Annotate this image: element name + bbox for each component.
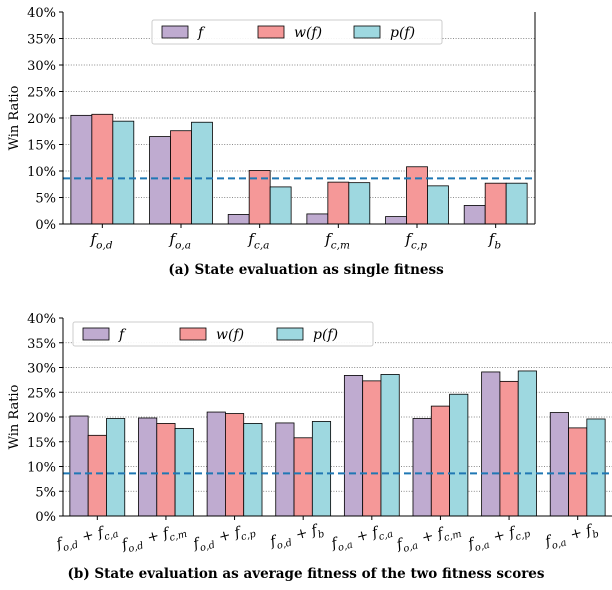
x-tick-label: fo,d + fc,p (191, 520, 259, 555)
y-tick-label: 35% (27, 33, 56, 48)
y-tick-label: 35% (27, 337, 56, 352)
bar-f (549, 412, 569, 517)
bar-f (138, 417, 158, 517)
x-tick-label: fc,a (247, 230, 271, 252)
y-tick-label: 20% (27, 112, 56, 127)
bar-pf (427, 185, 449, 225)
bar-pf (243, 423, 263, 517)
y-axis-label: Win Ratio (7, 384, 22, 449)
x-tick-label: fo,a (169, 230, 193, 252)
legend-swatch (82, 327, 110, 341)
bar-wf (293, 437, 313, 517)
y-tick-label: 40% (27, 6, 56, 21)
bar-pf (505, 182, 528, 225)
x-tick-label: fo,a + fb (543, 520, 602, 553)
y-tick-label: 30% (27, 362, 56, 377)
x-tick-label: fo,d + fc,m (119, 520, 190, 556)
x-tick-label: fo,a + fc,p (466, 520, 533, 555)
y-tick-label: 25% (27, 86, 56, 101)
bar-wf (156, 423, 176, 517)
y-tick-label: 0% (35, 510, 56, 525)
bar-pf (106, 418, 126, 517)
bar-wf (91, 113, 114, 225)
legend-label: f (118, 327, 127, 343)
y-tick-label: 25% (27, 386, 56, 401)
bar-pf (112, 120, 135, 225)
bar-f (343, 375, 364, 517)
bar-wf (499, 380, 519, 517)
bar-pf (174, 427, 194, 517)
legend-swatch (276, 327, 304, 341)
legend-label: p(f) (313, 327, 338, 343)
legend-swatch (353, 25, 381, 39)
y-tick-label: 15% (27, 139, 56, 154)
bar-wf (484, 182, 507, 225)
legend-swatch (257, 25, 285, 39)
bar-pf (269, 186, 292, 225)
legend-swatch (179, 327, 207, 341)
bar-f (481, 371, 501, 517)
bar-f (275, 422, 295, 517)
y-tick-label: 10% (27, 165, 56, 180)
bar-pf (517, 370, 537, 517)
bar-pf (586, 418, 606, 517)
caption-b: (b) State evaluation as average fitness … (67, 566, 545, 582)
legend-label: f (197, 25, 206, 41)
x-tick-label: fc,p (404, 230, 428, 252)
bar-wf (225, 413, 245, 517)
x-tick-label: fc,m (324, 230, 351, 252)
y-tick-label: 40% (27, 312, 56, 327)
bar-pf (191, 121, 213, 225)
legend-label: w(f) (294, 25, 322, 41)
x-tick-label: fo,d + fc,a (54, 520, 121, 555)
bar-wf (87, 434, 107, 517)
x-tick-label: fo,a + fc,a (329, 520, 396, 555)
legend-swatch (161, 25, 189, 39)
bar-pf (449, 393, 469, 517)
legend-label: w(f) (216, 327, 244, 343)
bar-wf (362, 380, 382, 517)
y-tick-label: 10% (27, 461, 56, 476)
bar-wf (170, 130, 192, 225)
y-tick-label: 5% (35, 485, 56, 500)
y-tick-label: 5% (35, 192, 56, 207)
bar-f (206, 411, 226, 517)
chart-b: 0% 5% 10% 15% 20% 25% 30% 35% 40% Win Ratio fo,d +… (7, 312, 612, 556)
x-tick-label: fo,d + fb (268, 520, 327, 553)
bar-wf (430, 405, 450, 517)
bar-f (463, 205, 486, 225)
bar-wf (568, 427, 588, 517)
bar-f (70, 114, 93, 225)
bar-wf (327, 181, 350, 225)
bar-f (227, 214, 250, 225)
y-tick-label: 20% (27, 411, 56, 426)
bar-f (306, 213, 329, 225)
legend-label: p(f) (390, 25, 415, 41)
bar-pf (348, 182, 371, 225)
caption-a: (a) State evaluation as single fitness (168, 262, 444, 278)
bar-pf (311, 421, 332, 517)
x-tick-label: fo,a + fc,m (394, 520, 464, 556)
bar-pf (380, 374, 400, 517)
y-tick-label: 0% (35, 218, 56, 233)
bar-wf (406, 166, 428, 225)
y-tick-label: 30% (27, 59, 56, 74)
chart-a: 0% 5% 10% 15% 20% 25% 30% 35% 40% Win Ratio fo,d f… (7, 6, 536, 252)
bar-f (69, 415, 89, 517)
y-axis-label: Win Ratio (7, 85, 22, 150)
x-tick-label: fb (488, 230, 503, 252)
bar-f (385, 216, 407, 225)
bar-f (149, 136, 171, 225)
x-tick-label: fo,d (90, 230, 114, 252)
y-tick-label: 15% (27, 436, 56, 451)
bar-f (412, 418, 432, 517)
